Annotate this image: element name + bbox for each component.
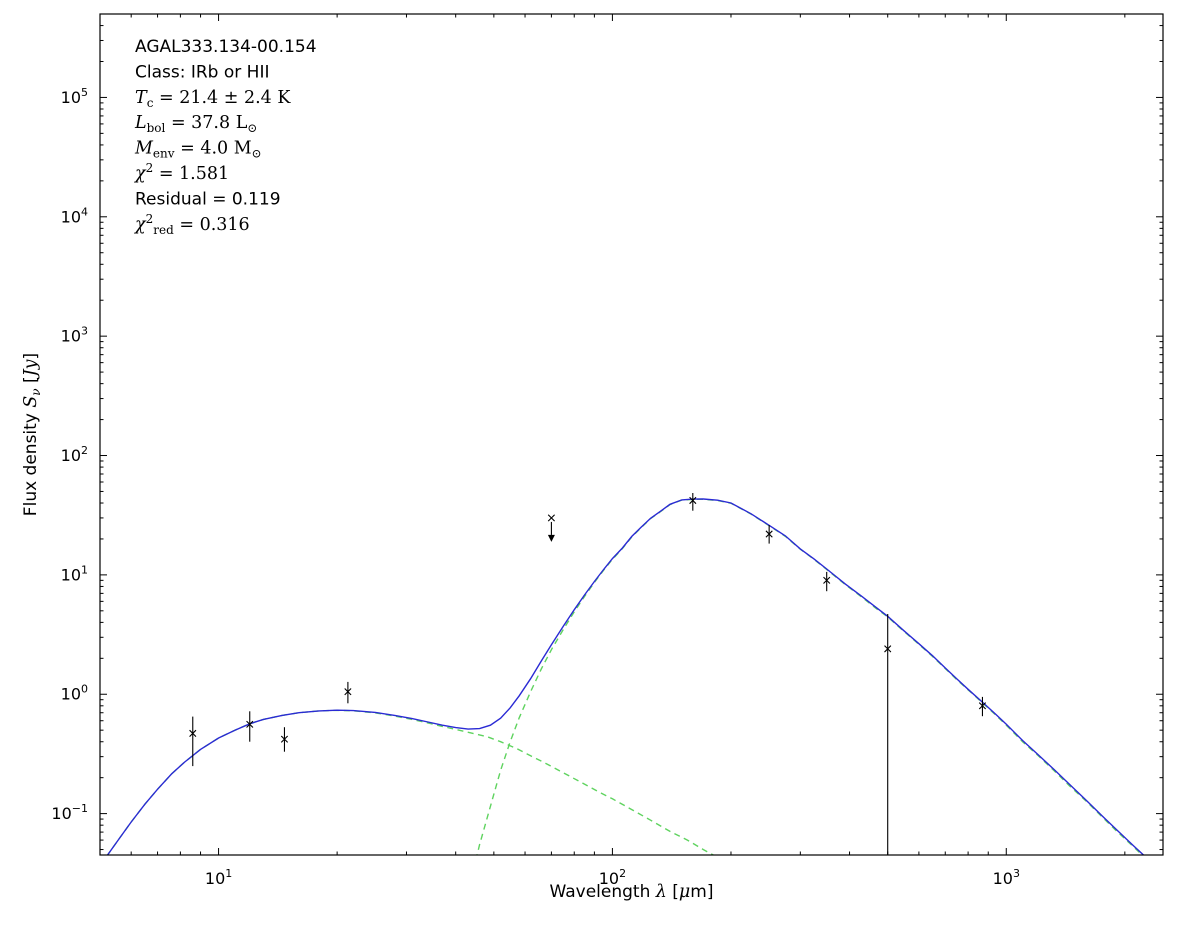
annotation-line: Lbol = 37.8 L⊙: [134, 113, 257, 135]
data-point: [547, 514, 555, 542]
y-tick-label: 101: [61, 563, 88, 584]
data-point: [246, 711, 254, 742]
warm-component-curve: [106, 709, 715, 855]
annotation-line: Tc = 21.4 ± 2.4 K: [135, 88, 291, 110]
down-arrow-icon: [547, 534, 555, 542]
x-tick-label: 103: [993, 867, 1020, 888]
data-point: [280, 727, 289, 752]
x-tick-label: 102: [599, 867, 626, 888]
data-point: [344, 681, 352, 704]
data-point: [823, 571, 831, 592]
y-axis-ticks: [100, 13, 1163, 851]
total-model-fit-curve: [106, 498, 1145, 855]
data-points: [189, 493, 987, 855]
y-tick-label: 103: [61, 325, 88, 346]
plot-frame: [99, 13, 1164, 856]
x-marker: [246, 720, 254, 728]
x-marker: [280, 735, 289, 743]
x-marker: [547, 514, 555, 522]
x-axis-label: Wavelength λ [μm]: [550, 882, 714, 902]
data-point: [978, 696, 987, 717]
annotation-line: Class: IRb or HII: [135, 62, 269, 82]
x-axis-ticks: [99, 14, 1126, 855]
annotation-line: χ2red = 0.316: [133, 212, 250, 237]
y-tick-label: 100: [61, 683, 88, 704]
data-point: [189, 716, 197, 767]
data-point: [765, 525, 773, 544]
x-tick-label: 101: [205, 867, 232, 888]
data-point: [689, 493, 697, 511]
y-tick-label: 102: [61, 444, 88, 465]
annotation-line: AGAL333.134-00.154: [135, 37, 317, 57]
x-marker: [765, 530, 773, 538]
x-marker: [689, 496, 697, 505]
annotation-line: Menv = 4.0 M⊙: [134, 139, 262, 161]
y-tick-label: 10−1: [51, 802, 88, 823]
x-marker: [978, 702, 987, 710]
x-marker: [823, 576, 831, 584]
x-marker: [884, 645, 892, 653]
x-marker: [189, 729, 197, 737]
data-point: [884, 614, 892, 855]
cold-component-curve: [476, 498, 1144, 855]
y-tick-label: 104: [61, 205, 88, 226]
y-tick-label: 105: [61, 86, 88, 107]
x-marker: [344, 688, 352, 696]
annotation-line: Residual = 0.119: [135, 189, 281, 209]
y-axis-label: Flux density Sν [Jy]: [21, 353, 43, 516]
annotation-block: AGAL333.134-00.154 Class: IRb or HII Tc = …: [133, 37, 317, 237]
tick-labels: 101 102 103 10−1 100 101 102 103 104 105: [51, 86, 1020, 888]
annotation-line: χ2 = 1.581: [133, 161, 229, 184]
